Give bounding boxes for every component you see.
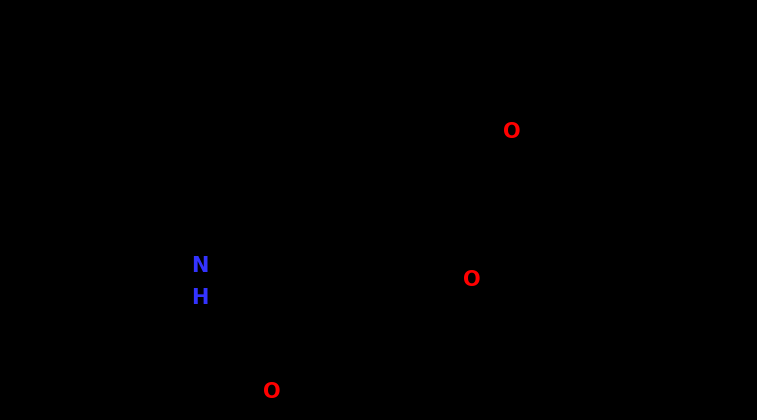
Text: H: H [192,288,209,308]
Text: O: O [503,122,521,142]
Text: O: O [263,382,281,402]
Text: O: O [463,270,481,290]
Text: N: N [192,256,209,276]
